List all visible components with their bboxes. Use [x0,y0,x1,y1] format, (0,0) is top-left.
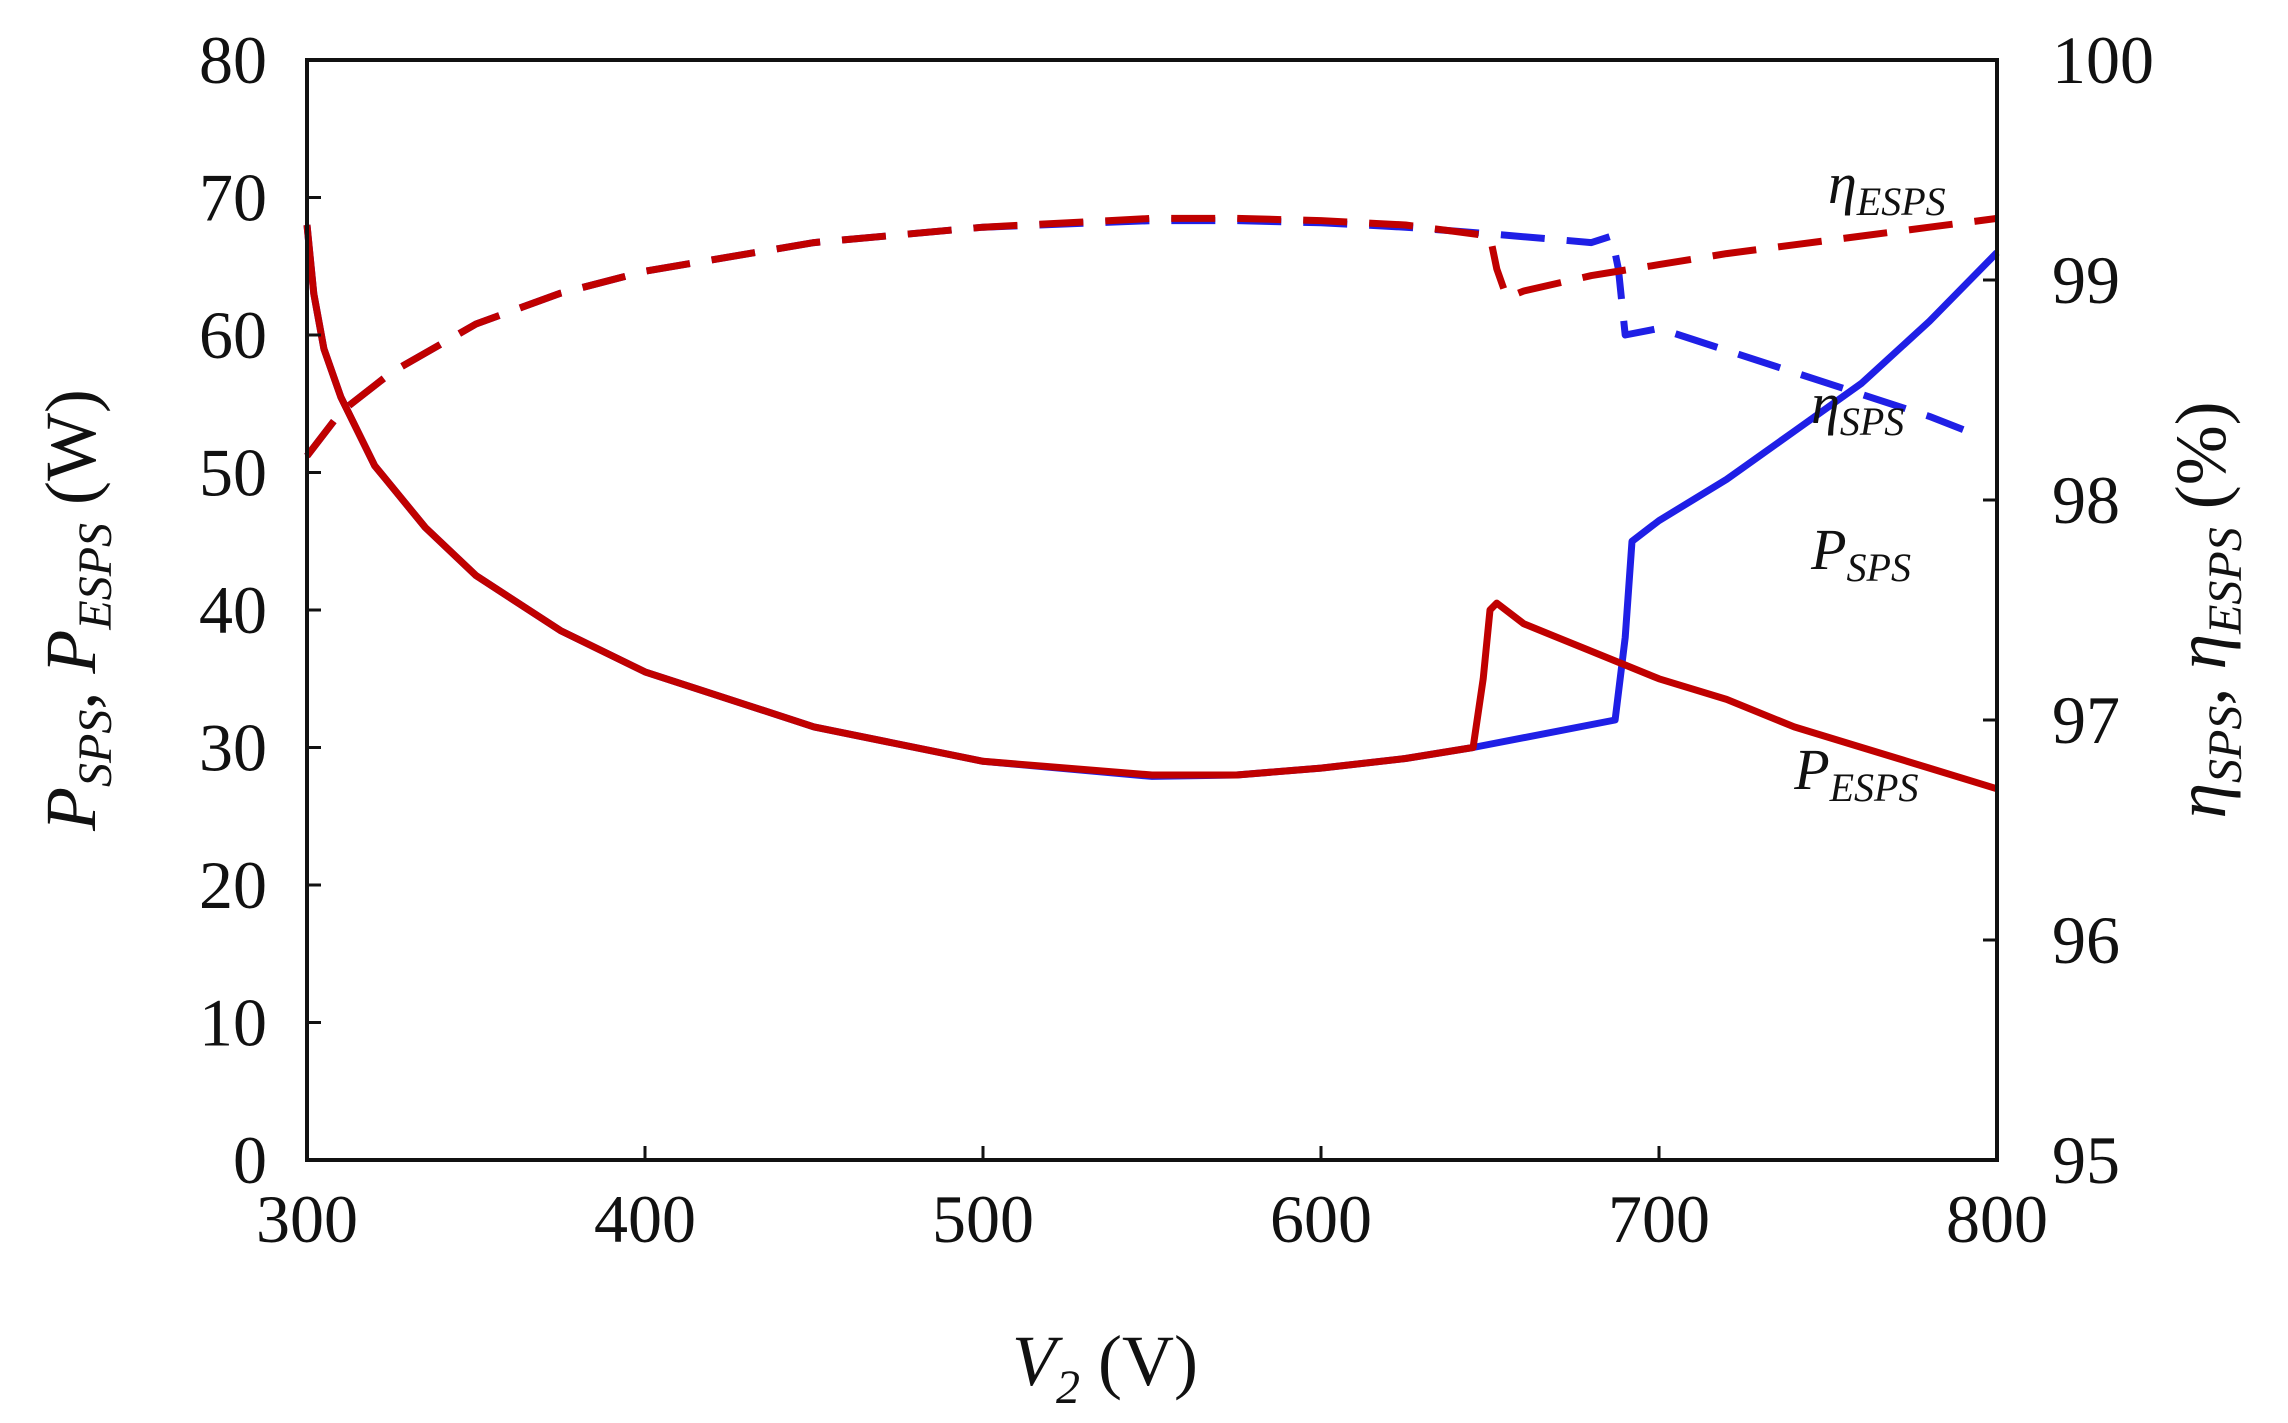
y-right-tick-label: 99 [2052,242,2120,318]
y-left-tick-label: 40 [199,572,267,648]
y-left-tick-label: 60 [199,297,267,373]
x-tick-label: 300 [256,1181,358,1257]
y-left-tick-label: 20 [199,847,267,923]
y-axis-left-title: PSPS, PESPS (W) [31,389,122,832]
y-right-tick-label: 95 [2052,1122,2120,1198]
x-tick-label: 500 [932,1181,1034,1257]
tick-labels: 300 400 500 600 700 800 0 10 20 30 40 50 60 70 80 95 96 9… [199,22,2154,1257]
plot-frame [305,58,1999,1162]
x-tick-label: 800 [1946,1181,2048,1257]
y-left-tick-label: 70 [199,160,267,236]
series-line-eta_ESPS [304,214,1998,459]
y-left-tick-label: 80 [199,22,267,98]
p-sps-label: PSPS [1810,517,1911,590]
series-line-P_ESPS [303,224,1999,793]
eta-sps-label: ηSPS [1811,371,1904,444]
eta-esps-label: ηESPS [1828,151,1946,224]
y-axis-right-title: ηSPS, ηESPS (%) [2161,401,2252,818]
y-right-tick-label: 100 [2052,22,2154,98]
x-axis-title: V2 (V) [1012,1321,1198,1414]
series-line-P_SPS [303,224,2000,780]
annotations: ηESPS ηSPS PSPS PESPS [1793,151,1945,810]
y-left-tick-label: 10 [199,985,267,1061]
x-tick-label: 700 [1608,1181,1710,1257]
y-left-tick-label: 50 [199,435,267,511]
plot-lines [303,214,2000,793]
y-left-tick-label: 30 [199,710,267,786]
ticks [305,58,1999,1162]
x-tick-label: 400 [594,1181,696,1257]
p-esps-label: PESPS [1793,737,1918,810]
x-tick-label: 600 [1270,1181,1372,1257]
y-right-tick-label: 96 [2052,902,2120,978]
y-right-tick-label: 98 [2052,462,2120,538]
y-left-tick-label: 0 [233,1122,267,1198]
y-right-tick-label: 97 [2052,682,2120,758]
